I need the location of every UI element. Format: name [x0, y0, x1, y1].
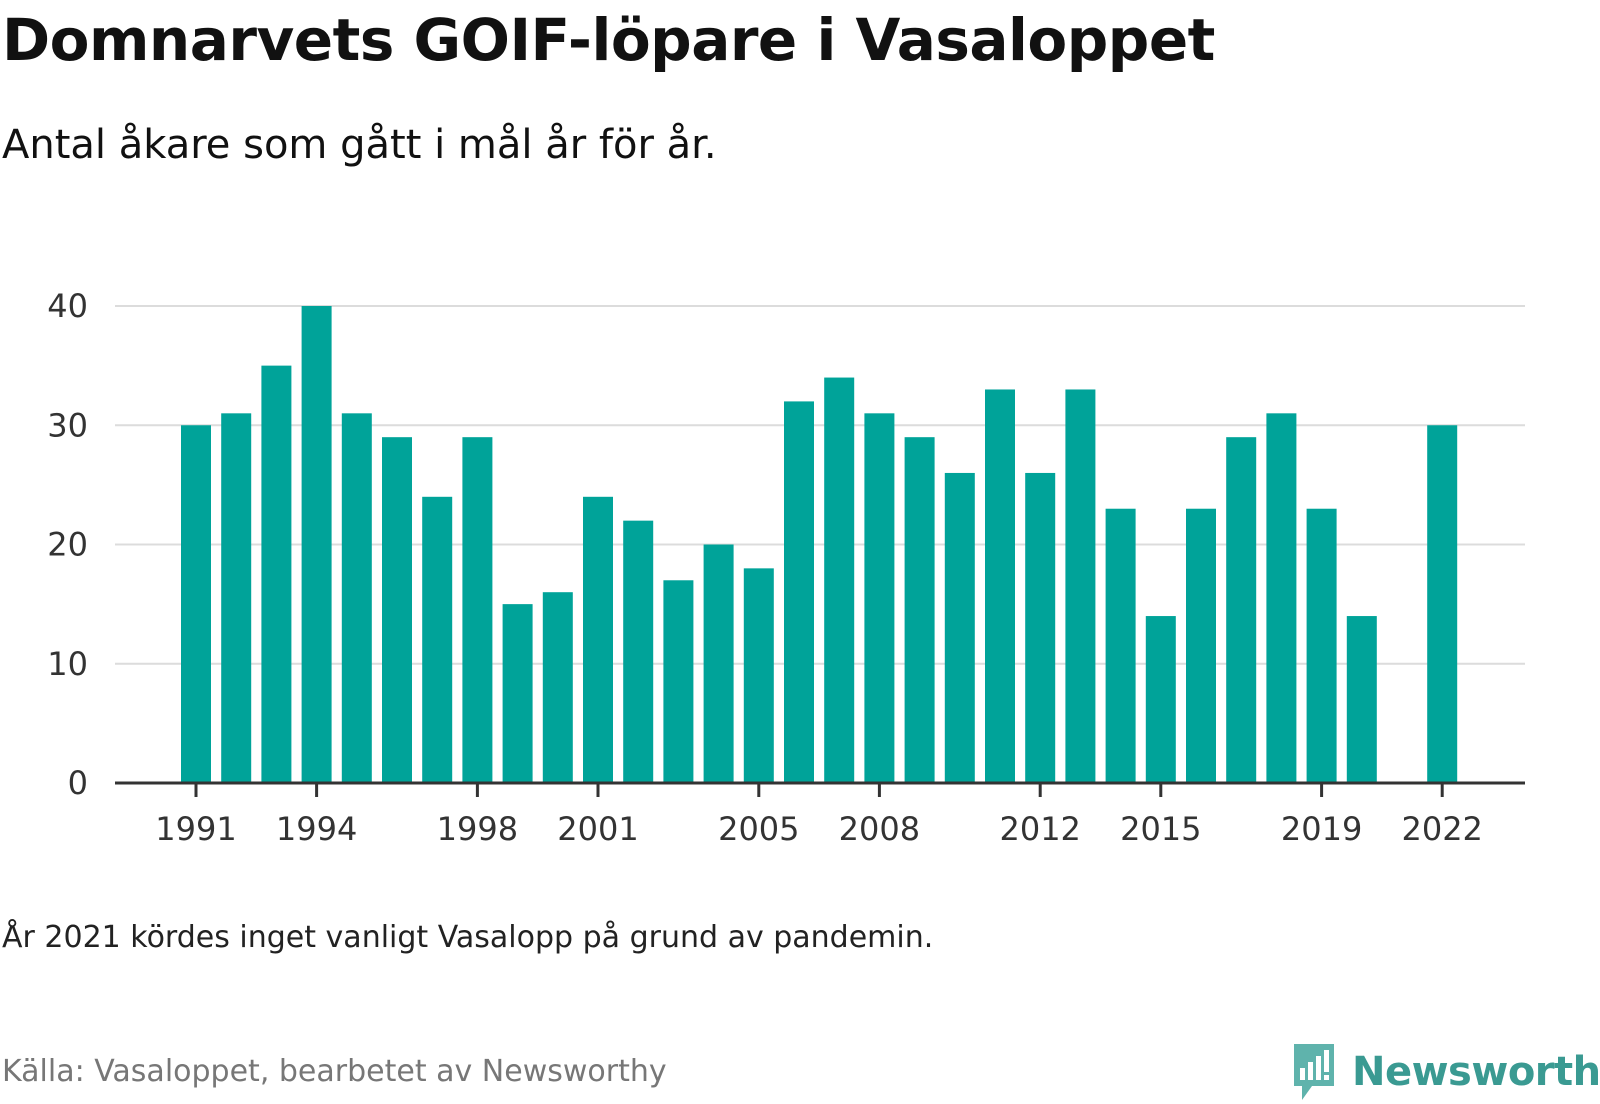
- x-tick-label: 1994: [276, 810, 357, 848]
- bar-2013: [1065, 389, 1096, 783]
- chart-title: Domnarvets GOIF-löpare i Vasaloppet: [2, 6, 1215, 74]
- x-tick-label: 2012: [999, 810, 1080, 848]
- x-tick-label: 1991: [155, 810, 236, 848]
- bar-2019: [1306, 508, 1337, 783]
- bar-2015: [1145, 616, 1176, 783]
- bar-2020: [1346, 616, 1377, 783]
- bar-2017: [1226, 437, 1257, 783]
- bar-2011: [985, 389, 1015, 783]
- y-axis-ticks: 0 10 20 30 40: [47, 287, 88, 802]
- bar-2002: [623, 520, 654, 783]
- y-tick-label: 40: [47, 287, 88, 325]
- bar-2000: [542, 592, 573, 783]
- x-tick-label: 2015: [1120, 810, 1201, 848]
- x-tick-label: 2005: [718, 810, 799, 848]
- bar-2004: [703, 544, 734, 783]
- source-text: Källa: Vasaloppet, bearbetet av Newswort…: [2, 1054, 667, 1089]
- bar-1994: [301, 306, 332, 783]
- chart-subtitle: Antal åkare som gått i mål år för år.: [2, 122, 717, 168]
- x-tick-label: 2019: [1281, 810, 1362, 848]
- bar-1999: [502, 604, 533, 783]
- y-tick-label: 20: [47, 526, 88, 564]
- bar-2016: [1186, 508, 1216, 783]
- bar-2018: [1266, 413, 1297, 783]
- bar-1998: [462, 437, 493, 783]
- bar-2008: [864, 413, 895, 783]
- x-tick-label: 1998: [437, 810, 518, 848]
- newsworthy-logo: Newsworthy: [1290, 1040, 1600, 1104]
- bars: [181, 306, 1458, 783]
- bar-1995: [341, 413, 372, 783]
- brand-name: Newsworthy: [1352, 1049, 1600, 1095]
- bar-1996: [382, 437, 412, 783]
- x-axis-ticks: 1991 1994 1998 2001 2005 2008 2012 2015 2019 2022: [155, 783, 1483, 848]
- bar-2014: [1105, 508, 1136, 783]
- bar-2001: [583, 496, 613, 783]
- y-tick-label: 10: [47, 645, 88, 683]
- bar-1991: [181, 425, 211, 783]
- bar-2010: [944, 472, 975, 783]
- bar-2003: [663, 580, 694, 783]
- y-tick-label: 30: [47, 406, 88, 444]
- bar-2022: [1427, 425, 1458, 783]
- bar-2012: [1025, 472, 1056, 783]
- chart-note: År 2021 kördes inget vanligt Vasalopp på…: [2, 920, 934, 955]
- bar-1993: [261, 365, 292, 783]
- x-tick-label: 2008: [839, 810, 920, 848]
- bar-2005: [743, 568, 774, 783]
- x-tick-label: 2022: [1401, 810, 1482, 848]
- bar-2007: [824, 377, 855, 783]
- bar-chart: 0 10 20 30 40 1991 1994 1998 2001 2005 2008 2012 20…: [47, 287, 1525, 848]
- bar-2006: [784, 401, 814, 783]
- bar-2009: [904, 437, 935, 783]
- y-tick-label: 0: [68, 764, 88, 802]
- x-tick-label: 2001: [557, 810, 638, 848]
- bar-1992: [221, 413, 252, 783]
- bar-chart-icon: [1294, 1044, 1334, 1100]
- bar-1997: [422, 496, 453, 783]
